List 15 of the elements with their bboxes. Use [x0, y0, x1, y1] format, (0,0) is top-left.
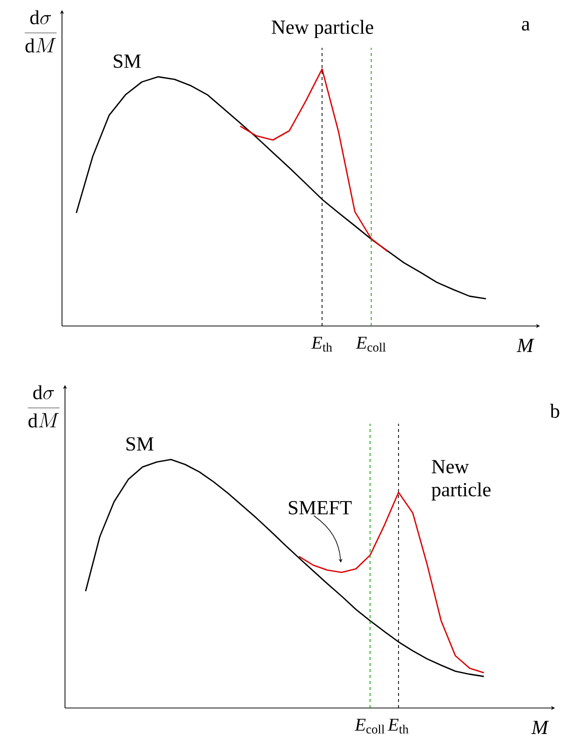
text: New particle	[272, 20, 374, 38]
x-tick-label: E$_{coll}$	[354, 718, 385, 734]
x-axis-title: M	[531, 720, 550, 734]
series-label: SM	[126, 437, 154, 451]
annotation: New particle	[432, 460, 491, 500]
text: a	[522, 21, 530, 31]
y-axis-title: $\frac{\mathrm{d}\sigma}{\mathrm{d}M}$	[28, 385, 60, 428]
x-tick-label: E$_{th}$	[388, 718, 409, 734]
y-axis-title: $\frac{\mathrm{d}\sigma}{\mathrm{d}M}$	[24, 10, 57, 53]
series-label: SM	[114, 54, 141, 68]
x-axis-title: M	[516, 338, 534, 352]
text: b	[550, 404, 560, 418]
x-tick-label: E$_{th}$	[311, 336, 332, 352]
x-tick-label: E$_{coll}$	[356, 336, 386, 352]
annotation: SMEFT	[288, 501, 352, 514]
